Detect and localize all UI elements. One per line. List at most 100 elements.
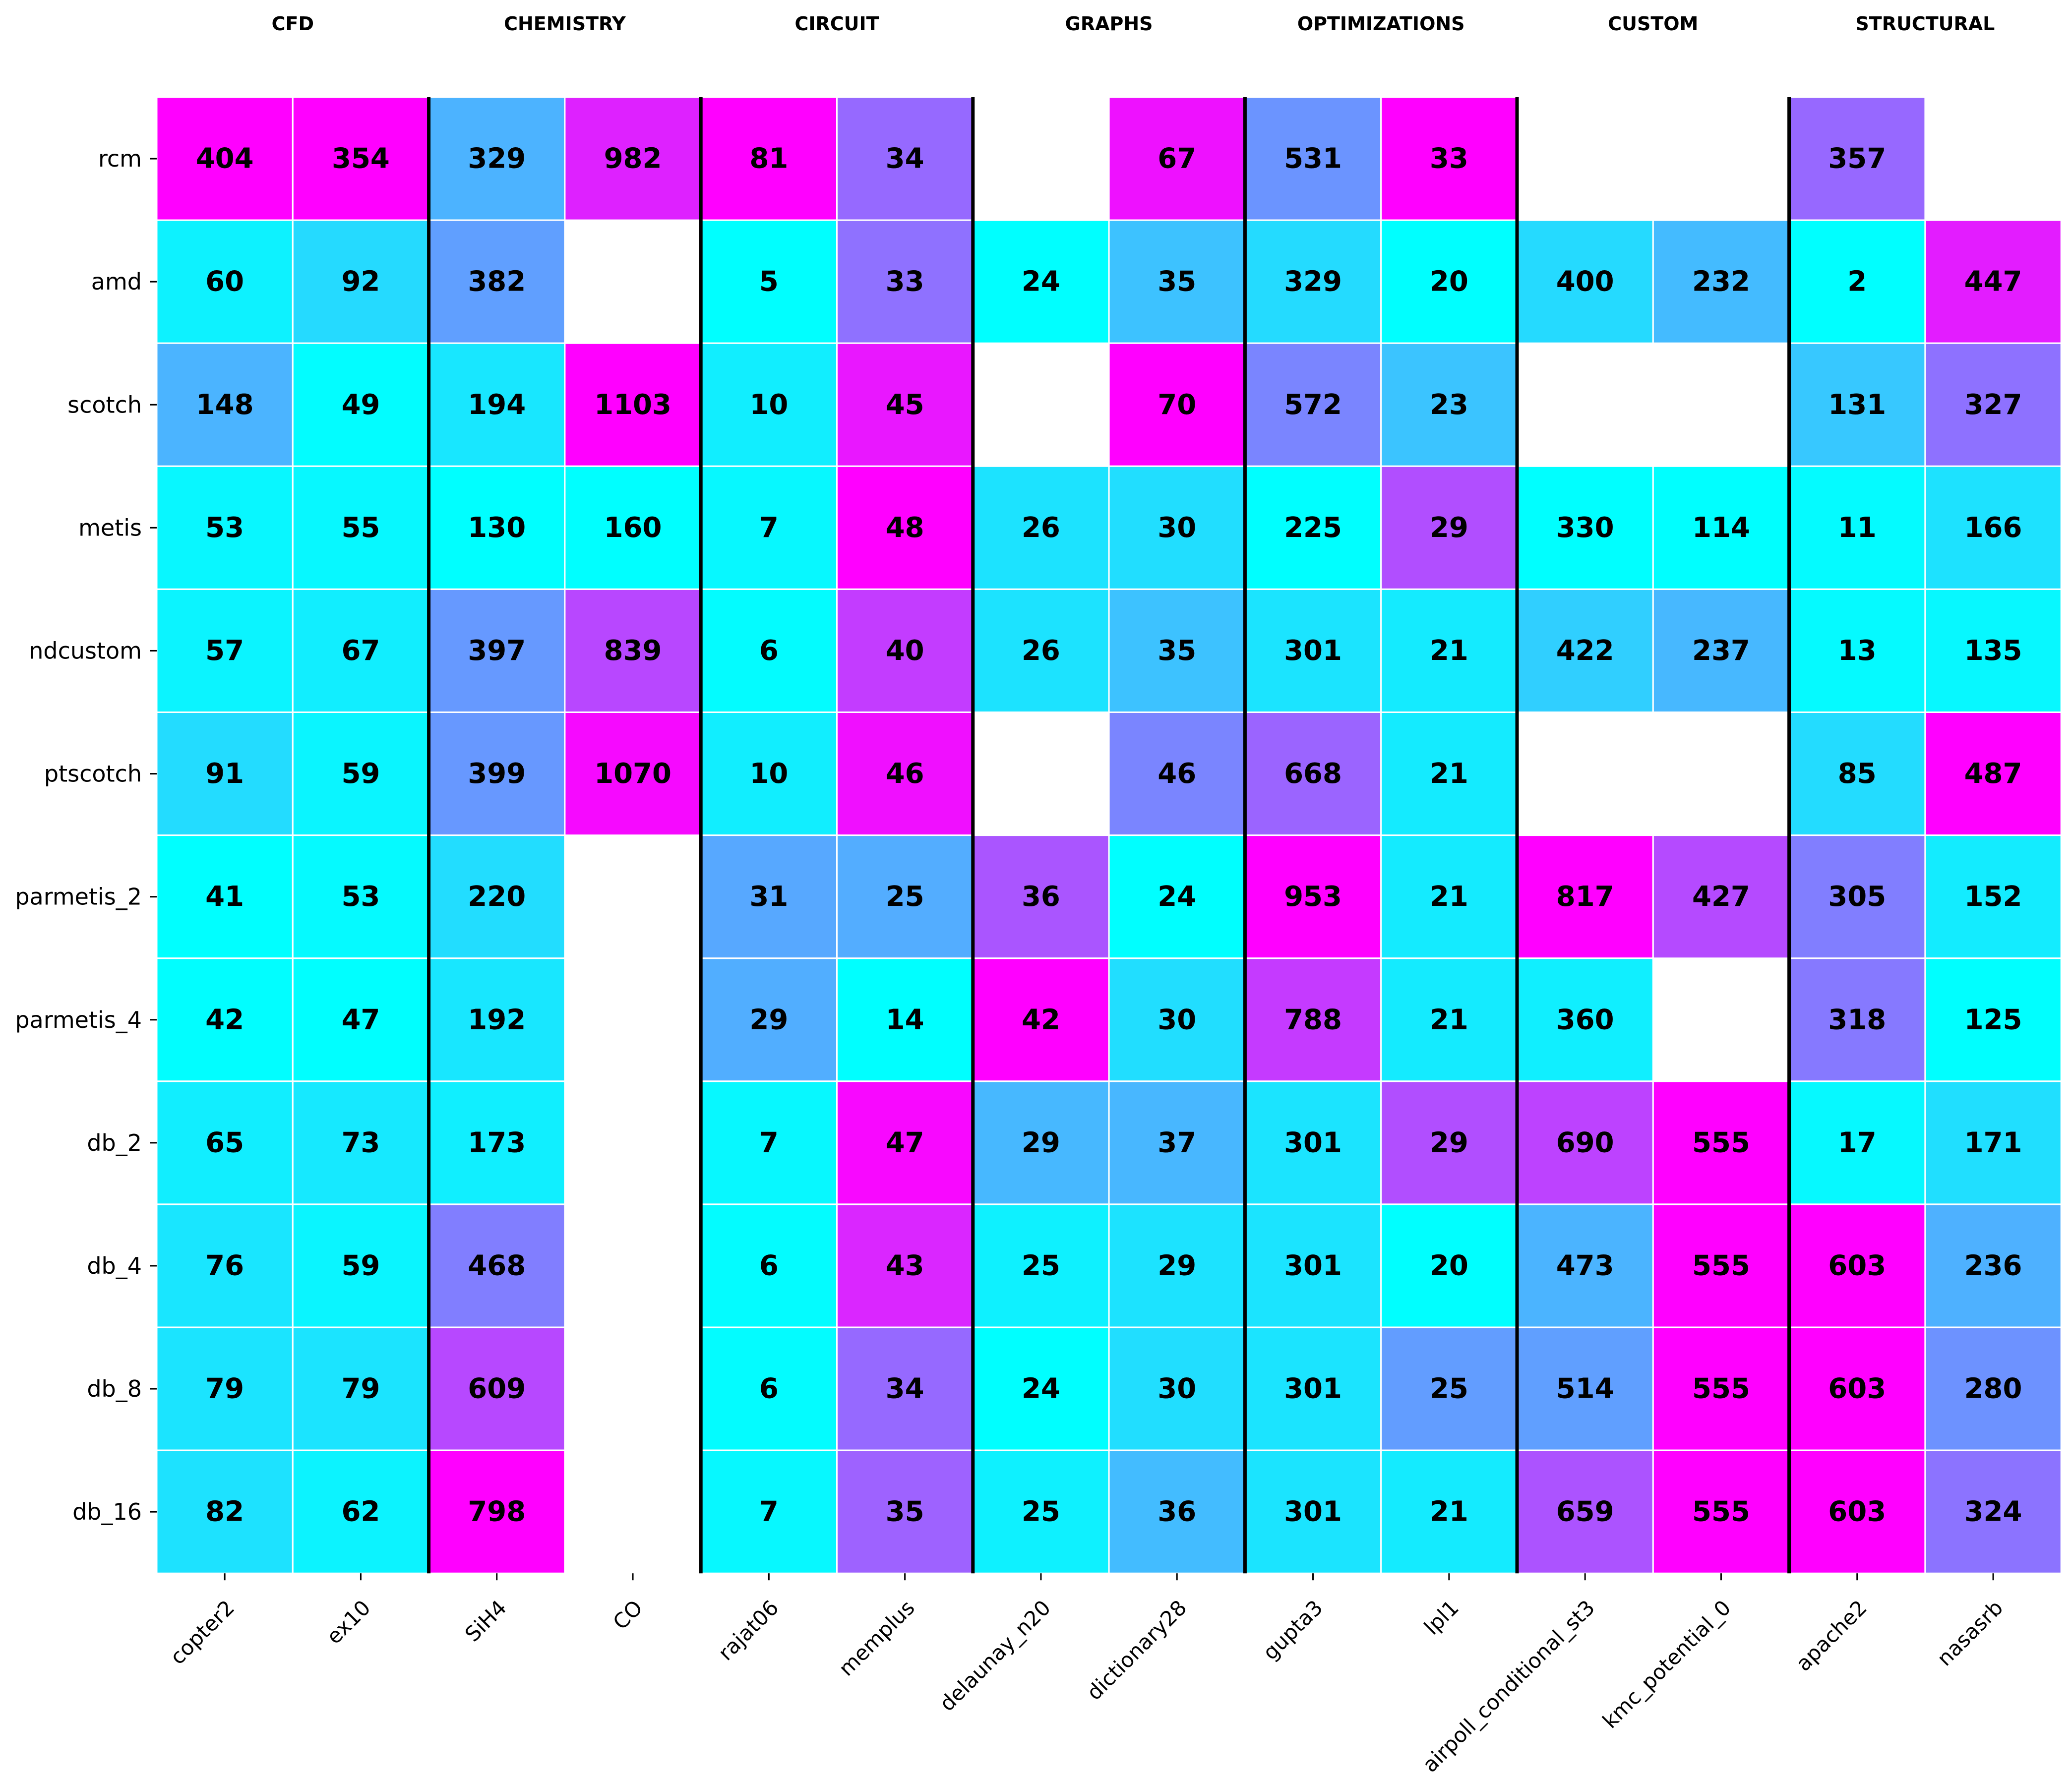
cell-value-label: 25 — [1022, 1496, 1060, 1528]
cell-ndcustom-delaunay-n20 — [972, 588, 1110, 713]
cell-value-label: 166 — [1964, 512, 2022, 544]
cell-scotch-co — [564, 342, 702, 467]
cell-parmetis-2-memplus — [836, 834, 974, 959]
cell-db-8-airpoll-conditional-st3 — [1516, 1326, 1654, 1451]
row-label-db-4: db_4 — [87, 1252, 142, 1279]
cell-value-label: 21 — [1430, 758, 1468, 790]
cell-value-label: 690 — [1556, 1126, 1614, 1159]
cell-value-label: 131 — [1828, 389, 1886, 421]
cell-value-label: 447 — [1964, 266, 2022, 298]
cell-value-label: 13 — [1838, 635, 1877, 667]
cell-parmetis-4-sih4 — [428, 957, 566, 1082]
cell-db-16-ex10 — [292, 1449, 430, 1574]
cell-rcm-memplus — [836, 96, 974, 221]
cell-value-label: 21 — [1430, 1496, 1468, 1528]
cell-scotch-ex10 — [292, 342, 430, 467]
cell-value-label: 114 — [1692, 512, 1750, 544]
cell-value-label: 24 — [1022, 1373, 1060, 1405]
cell-value-label: 35 — [1158, 266, 1196, 298]
cell-db-4-gupta3 — [1244, 1203, 1382, 1328]
cell-metis-rajat06 — [700, 465, 838, 590]
cell-value-label: 982 — [604, 143, 662, 175]
cell-metis-dictionary28 — [1108, 465, 1246, 590]
cell-value-label: 487 — [1964, 758, 2022, 790]
row-label-db-16: db_16 — [72, 1498, 142, 1525]
cell-value-label: 135 — [1964, 635, 2022, 667]
cell-db-2-ex10 — [292, 1080, 430, 1205]
column-label-delaunay-n20: delaunay_n20 — [935, 1596, 1055, 1716]
cell-value-label: 324 — [1964, 1496, 2022, 1528]
cell-value-label: 24 — [1022, 266, 1060, 298]
cell-rcm-co — [564, 96, 702, 221]
cell-value-label: 36 — [1022, 881, 1060, 913]
cell-parmetis-2-airpoll-conditional-st3 — [1516, 834, 1654, 959]
cell-value-label: 305 — [1828, 881, 1886, 913]
group-header-chemistry: CHEMISTRY — [504, 13, 626, 35]
cell-db-4-airpoll-conditional-st3 — [1516, 1203, 1654, 1328]
cell-value-label: 152 — [1964, 881, 2022, 913]
cell-value-label: 2 — [1847, 266, 1867, 298]
cell-value-label: 92 — [341, 266, 380, 298]
cell-value-label: 29 — [1430, 1126, 1468, 1159]
cell-value-label: 555 — [1692, 1249, 1750, 1282]
cell-value-label: 531 — [1284, 143, 1342, 175]
cell-value-label: 236 — [1964, 1249, 2022, 1282]
cell-db-2-memplus — [836, 1080, 974, 1205]
group-header-graphs: GRAPHS — [1065, 13, 1153, 35]
group-header-cfd: CFD — [272, 13, 314, 35]
row-label-db-8: db_8 — [87, 1375, 142, 1402]
cell-value-label: 24 — [1158, 881, 1196, 913]
cell-value-label: 42 — [1022, 1004, 1060, 1036]
cell-rcm-apache2 — [1788, 96, 1926, 221]
cell-value-label: 171 — [1964, 1126, 2022, 1159]
cell-value-label: 382 — [468, 266, 526, 298]
column-label-rajat06: rajat06 — [714, 1596, 784, 1665]
row-label-scotch: scotch — [67, 391, 142, 418]
cell-value-label: 57 — [205, 635, 244, 667]
cell-value-label: 330 — [1556, 512, 1614, 544]
cell-value-label: 55 — [341, 512, 380, 544]
cell-db-2-dictionary28 — [1108, 1080, 1246, 1205]
column-label-copter2: copter2 — [165, 1596, 239, 1669]
cell-scotch-memplus — [836, 342, 974, 467]
cell-value-label: 60 — [205, 266, 244, 298]
cell-parmetis-2-sih4 — [428, 834, 566, 959]
cell-value-label: 30 — [1158, 1373, 1196, 1405]
cell-value-label: 29 — [1158, 1249, 1196, 1282]
cell-amd-airpoll-conditional-st3 — [1516, 219, 1654, 344]
cell-value-label: 25 — [886, 881, 924, 913]
cell-parmetis-4-lpl1 — [1380, 957, 1518, 1082]
cell-db-4-dictionary28 — [1108, 1203, 1246, 1328]
column-label-ex10: ex10 — [322, 1596, 375, 1649]
cell-value-label: 45 — [886, 389, 924, 421]
cell-value-label: 62 — [341, 1496, 380, 1528]
group-header-circuit: CIRCUIT — [794, 13, 879, 35]
cell-amd-nasasrb — [1924, 219, 2062, 344]
cell-value-label: 603 — [1828, 1249, 1886, 1282]
cell-value-label: 301 — [1284, 1373, 1342, 1405]
cell-db-2-airpoll-conditional-st3 — [1516, 1080, 1654, 1205]
cell-ndcustom-sih4 — [428, 588, 566, 713]
cell-value-label: 79 — [205, 1373, 244, 1405]
cell-ptscotch-co — [564, 711, 702, 836]
cell-db-16-rajat06 — [700, 1449, 838, 1574]
cell-db-8-copter2 — [156, 1326, 294, 1451]
cell-value-label: 301 — [1284, 1126, 1342, 1159]
cell-value-label: 67 — [341, 635, 380, 667]
cell-amd-rajat06 — [700, 219, 838, 344]
cell-db-8-sih4 — [428, 1326, 566, 1451]
cell-db-2-nasasrb — [1924, 1080, 2062, 1205]
cell-parmetis-4-gupta3 — [1244, 957, 1382, 1082]
cell-value-label: 7 — [759, 512, 779, 544]
cell-rcm-rajat06 — [700, 96, 838, 221]
cell-value-label: 514 — [1556, 1373, 1614, 1405]
cell-ptscotch-ex10 — [292, 711, 430, 836]
cell-value-label: 329 — [468, 143, 526, 175]
cell-value-label: 6 — [759, 635, 779, 667]
cell-value-label: 301 — [1284, 1496, 1342, 1528]
cell-value-label: 953 — [1284, 881, 1342, 913]
cell-value-label: 37 — [1158, 1126, 1196, 1159]
cell-db-8-ex10 — [292, 1326, 430, 1451]
column-label-nasasrb: nasasrb — [1932, 1596, 2008, 1671]
cell-value-label: 357 — [1828, 143, 1886, 175]
